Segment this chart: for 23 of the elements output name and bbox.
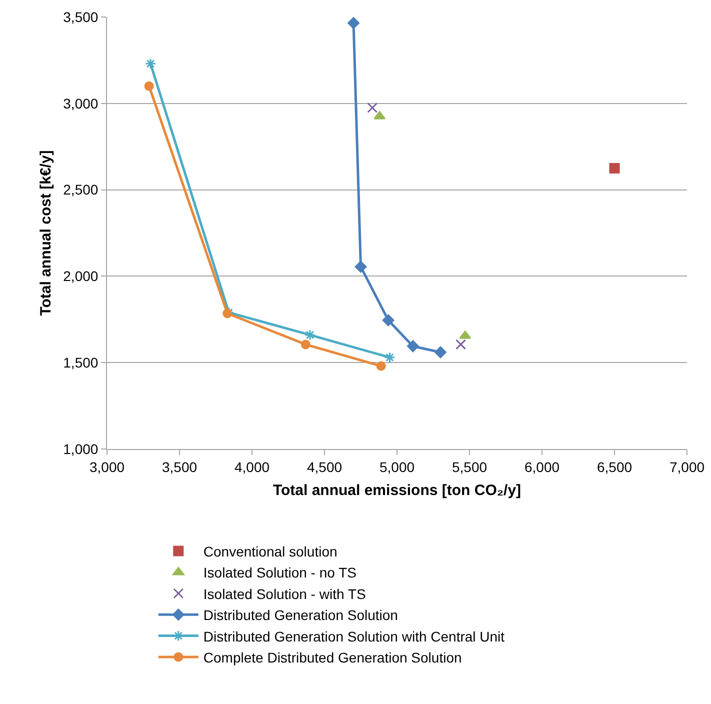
x-tick-label: 6,000	[524, 458, 560, 475]
x-tick-label: 3,500	[162, 458, 198, 475]
x-tick-label: 6,500	[596, 458, 632, 475]
y-axis-title: Total annual cost [k€/y]	[37, 150, 54, 316]
x-tick-label: 3,000	[89, 458, 125, 475]
y-tick-label: 3,000	[63, 95, 98, 112]
legend-label: Isolated Solution - with TS	[203, 586, 366, 602]
y-tick-label: 3,500	[63, 8, 98, 25]
y-tick-label: 1,000	[63, 440, 98, 457]
legend-label: Isolated Solution - no TS	[203, 564, 356, 581]
y-tick-label: 1,500	[63, 354, 98, 370]
x-tick-label: 4,500	[306, 458, 342, 475]
y-tick-label: 2,000	[63, 268, 98, 284]
x-axis-title: Total annual emissions [ton CO₂/y]	[272, 482, 522, 499]
legend-label: Complete Distributed Generation Solution	[203, 649, 462, 666]
x-tick-label: 4,000	[234, 458, 270, 475]
y-tick-label: 2,500	[63, 182, 98, 198]
legend-label: Distributed Generation Solution with Central Unit	[203, 628, 505, 644]
legend-label: Distributed Generation Solution	[203, 607, 398, 624]
x-tick-label: 5,000	[379, 458, 415, 475]
legend-label: Conventional solution	[203, 543, 338, 560]
x-tick-label: 5,500	[452, 458, 488, 475]
x-tick-label: 7,000	[669, 458, 705, 475]
